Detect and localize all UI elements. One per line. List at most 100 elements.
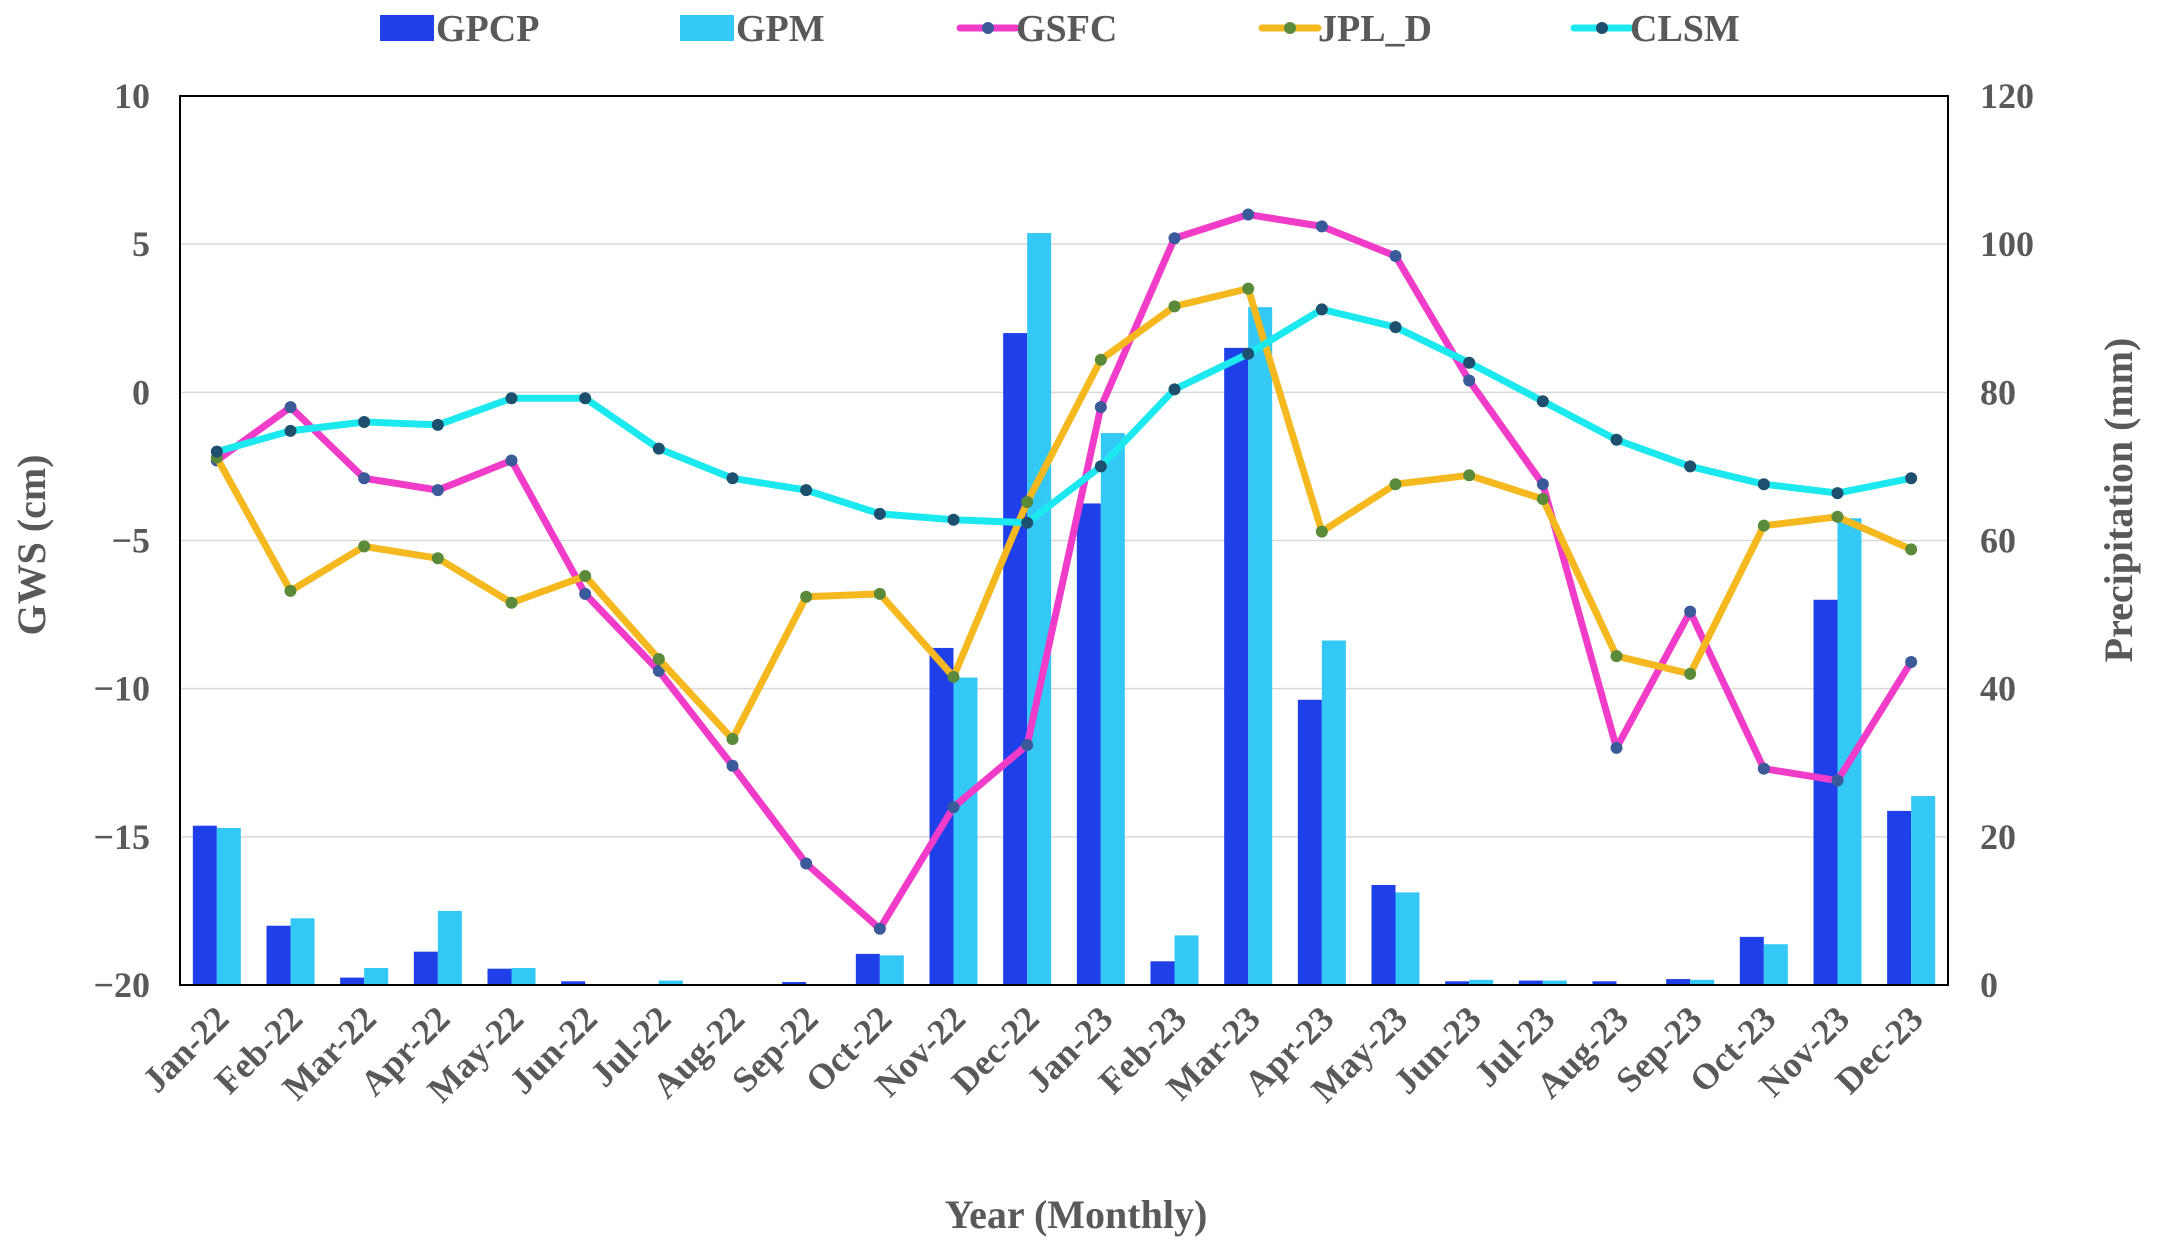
line-series-group: [210, 208, 1918, 935]
bar-gpcp-apr-23: [1297, 699, 1322, 985]
point-clsm-mar-22: [358, 415, 371, 428]
bar-gpcp-apr-22: [413, 951, 438, 985]
point-gsfc-jul-23: [1536, 478, 1549, 491]
legend-marker-jpl_d: [1284, 22, 1296, 34]
bar-gpm-mar-23: [1248, 307, 1273, 985]
bar-gpm-may-22: [511, 967, 536, 985]
right-tick-label: 120: [1980, 76, 2034, 116]
left-tick-label: 10: [114, 76, 150, 116]
point-clsm-apr-22: [431, 418, 444, 431]
point-clsm-apr-23: [1315, 303, 1328, 316]
left-tick-label: 0: [132, 372, 150, 412]
point-jpl_d-feb-22: [284, 584, 297, 597]
right-tick-label: 60: [1980, 521, 2016, 561]
point-clsm-may-23: [1389, 321, 1402, 334]
point-gsfc-mar-22: [358, 472, 371, 485]
bar-gpm-apr-22: [437, 910, 462, 985]
point-gsfc-sep-22: [800, 857, 813, 870]
right-tick-label: 20: [1980, 817, 2016, 857]
point-clsm-jul-22: [652, 442, 665, 455]
point-clsm-jan-23: [1094, 460, 1107, 473]
bar-gpcp-oct-22: [855, 953, 880, 985]
bar-gpm-dec-23: [1911, 796, 1936, 985]
point-jpl_d-dec-22: [1021, 495, 1034, 508]
point-gsfc-feb-23: [1168, 232, 1181, 245]
bar-gpcp-jan-22: [192, 825, 217, 985]
bar-gpm-jul-23: [1542, 980, 1567, 985]
left-tick-label: −5: [111, 521, 150, 561]
point-clsm-sep-22: [800, 484, 813, 497]
point-clsm-dec-23: [1905, 472, 1918, 485]
point-gsfc-dec-23: [1905, 655, 1918, 668]
point-clsm-oct-22: [873, 507, 886, 520]
point-gsfc-apr-23: [1315, 220, 1328, 233]
point-jpl_d-sep-22: [800, 590, 813, 603]
right-y-axis-title: Precipitation (mm): [2096, 338, 2141, 663]
point-clsm-aug-23: [1610, 433, 1623, 446]
x-axis-title: Year (Monthly): [945, 1192, 1208, 1237]
bar-gpcp-nov-23: [1813, 599, 1838, 985]
point-gsfc-may-23: [1389, 250, 1402, 263]
bar-gpcp-dec-23: [1887, 810, 1912, 985]
plot-area-frame: [179, 95, 1949, 986]
bar-gpcp-may-22: [487, 968, 512, 985]
point-jpl_d-jul-23: [1536, 493, 1549, 506]
bar-gpcp-aug-23: [1592, 981, 1617, 985]
bar-gpm-oct-22: [879, 955, 904, 985]
point-jpl_d-jan-23: [1094, 353, 1107, 366]
legend-swatch-gpcp: [380, 15, 434, 41]
point-jpl_d-mar-22: [358, 540, 371, 553]
point-jpl_d-apr-23: [1315, 525, 1328, 538]
line-clsm: [213, 305, 1915, 527]
bar-gpcp-jun-22: [561, 981, 586, 985]
point-clsm-feb-23: [1168, 383, 1181, 396]
point-gsfc-may-22: [505, 454, 518, 467]
bar-gpcp-oct-23: [1739, 936, 1764, 985]
point-gsfc-nov-22: [947, 801, 960, 814]
legend-marker-gsfc: [982, 22, 994, 34]
point-jpl_d-mar-23: [1242, 282, 1255, 295]
bar-series-group: [192, 233, 1936, 986]
legend-label-jpl_d: JPL_D: [1318, 8, 1432, 50]
point-gsfc-jul-22: [652, 664, 665, 677]
point-jpl_d-nov-22: [947, 670, 960, 683]
bar-gpcp-jan-23: [1076, 503, 1101, 985]
point-gsfc-nov-23: [1831, 774, 1844, 787]
point-jpl_d-may-23: [1389, 478, 1402, 491]
point-jpl_d-dec-23: [1905, 543, 1918, 556]
left-y-axis-ticks: 10 5 0 −5 −10 −15 −20: [93, 76, 150, 1005]
left-tick-label: −10: [93, 669, 150, 709]
line-jpl_d: [213, 285, 1915, 743]
point-jpl_d-sep-23: [1684, 667, 1697, 680]
point-jpl_d-apr-22: [431, 552, 444, 565]
bar-gpcp-mar-23: [1224, 347, 1249, 986]
bar-gpm-jan-23: [1100, 433, 1125, 985]
point-clsm-feb-22: [284, 424, 297, 437]
left-tick-label: −15: [93, 817, 150, 857]
legend-label-gpcp: GPCP: [436, 8, 539, 50]
bar-gpm-feb-23: [1174, 935, 1199, 985]
legend-marker-clsm: [1596, 22, 1608, 34]
point-clsm-oct-23: [1757, 478, 1770, 491]
bar-gpm-apr-23: [1321, 640, 1346, 985]
point-gsfc-jun-22: [579, 587, 592, 600]
right-tick-label: 40: [1980, 669, 2016, 709]
point-jpl_d-feb-23: [1168, 300, 1181, 313]
bar-gpm-jul-22: [658, 980, 683, 985]
point-gsfc-aug-22: [726, 759, 739, 772]
x-axis-ticks: Jan-22Feb-22Mar-22Apr-22May-22Jun-22Jul-…: [135, 998, 1931, 1110]
legend: GPCP GPM GSFC JPL_D CLSM: [380, 8, 1740, 50]
bar-gpm-jun-23: [1469, 979, 1494, 985]
point-clsm-jan-22: [210, 445, 223, 458]
point-jpl_d-nov-23: [1831, 510, 1844, 523]
point-clsm-may-22: [505, 392, 518, 405]
bar-gpcp-feb-23: [1150, 961, 1175, 985]
legend-label-clsm: CLSM: [1630, 8, 1740, 50]
right-y-axis-ticks: 120 100 80 60 40 20 0: [1980, 76, 2034, 1005]
legend-swatch-gpm: [680, 15, 734, 41]
point-clsm-mar-23: [1242, 347, 1255, 360]
bar-gpm-feb-22: [290, 918, 315, 985]
gridlines: [180, 243, 1948, 838]
bar-gpcp-jul-23: [1518, 980, 1543, 985]
